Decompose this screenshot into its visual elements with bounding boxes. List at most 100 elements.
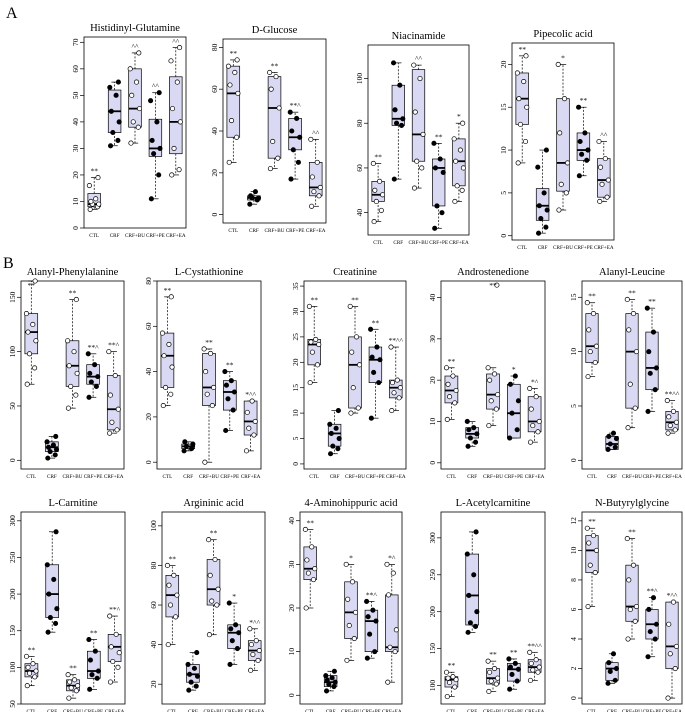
data-point [604, 194, 610, 200]
data-point [465, 443, 471, 449]
box-iqr [665, 601, 679, 669]
data-point [137, 106, 143, 112]
data-point [52, 452, 58, 458]
data-point [625, 425, 631, 431]
significance-marker: **^ [646, 587, 658, 596]
data-point [85, 351, 91, 357]
box-crf-ea [169, 47, 183, 176]
significance-marker: ** [271, 61, 279, 70]
data-point [88, 198, 94, 205]
box-iqr [625, 564, 639, 622]
data-point [541, 190, 547, 196]
significance-marker: ** [588, 292, 596, 301]
data-point [173, 614, 179, 620]
x-tick-label: CRF+EA [525, 709, 545, 712]
data-point [460, 165, 466, 171]
data-point [582, 130, 588, 136]
data-point [509, 671, 515, 678]
data-point [389, 380, 396, 386]
data-point [652, 636, 658, 642]
data-point [528, 406, 534, 412]
data-point [275, 155, 281, 161]
significance-marker: ** [90, 629, 98, 638]
data-point [24, 381, 30, 387]
data-point [323, 673, 329, 679]
data-point [473, 623, 479, 630]
x-tick-label: CRF+EA [386, 474, 406, 480]
data-point [535, 429, 541, 435]
data-point [593, 547, 600, 553]
data-point [87, 657, 93, 663]
y-tick-label: 0 [8, 458, 17, 462]
data-point [650, 595, 657, 601]
box-crf [465, 531, 479, 633]
plot-frame [440, 280, 546, 470]
y-tick-label: 12 [569, 517, 578, 525]
data-point [326, 681, 332, 687]
data-point [585, 147, 591, 153]
y-tick-label: 70 [71, 38, 80, 46]
box-crf-bu [65, 299, 80, 409]
data-point [95, 175, 101, 181]
data-point [107, 613, 113, 619]
significance-marker: ** [435, 132, 443, 141]
data-point [460, 120, 466, 126]
data-point [590, 311, 597, 317]
x-tick-label: CRF [110, 233, 120, 239]
data-point [584, 157, 590, 163]
data-point [107, 84, 113, 90]
data-point [577, 138, 583, 145]
data-point [486, 423, 492, 429]
data-point [253, 638, 259, 644]
data-point [167, 602, 174, 608]
significance-marker: *^ [388, 553, 396, 562]
chart-title: N-Butyrylglycine [595, 498, 669, 509]
y-tick-label: 100 [149, 520, 158, 532]
data-point [226, 600, 232, 606]
box-crf-ea [385, 564, 399, 683]
data-point [516, 96, 522, 102]
data-point [506, 656, 512, 662]
data-point [249, 398, 255, 404]
x-tick-label: CRF [538, 245, 548, 251]
data-point [267, 69, 273, 76]
data-point [364, 598, 370, 605]
data-point [33, 668, 39, 674]
data-point [450, 674, 456, 680]
data-point [390, 60, 397, 66]
data-point [92, 362, 98, 368]
data-point [512, 373, 518, 379]
box-crf-ea [665, 601, 679, 699]
data-point [672, 427, 678, 433]
x-tick-label: CTL [587, 709, 597, 712]
data-point [644, 305, 650, 311]
data-point [507, 664, 513, 670]
data-point [108, 108, 114, 114]
data-point [399, 122, 405, 129]
y-tick-label: 4 [569, 637, 578, 641]
significance-marker: ** [448, 661, 456, 670]
plot-frame [83, 36, 187, 229]
data-point [368, 326, 374, 332]
data-point [309, 544, 315, 550]
data-point [512, 660, 518, 666]
data-point [349, 579, 356, 585]
data-point [228, 378, 234, 384]
data-point [107, 679, 114, 685]
y-tick-label: 40 [287, 517, 296, 525]
data-point [514, 427, 520, 433]
significance-marker: ** [230, 49, 238, 58]
data-point [607, 441, 613, 447]
x-tick-label: CTL [89, 233, 99, 239]
data-point [538, 216, 544, 222]
significance-marker: **^^ [389, 336, 404, 345]
data-point [50, 442, 56, 448]
data-point [209, 598, 215, 604]
data-point [605, 680, 611, 686]
data-point [317, 184, 323, 191]
data-point [606, 660, 612, 666]
data-point [368, 415, 374, 421]
